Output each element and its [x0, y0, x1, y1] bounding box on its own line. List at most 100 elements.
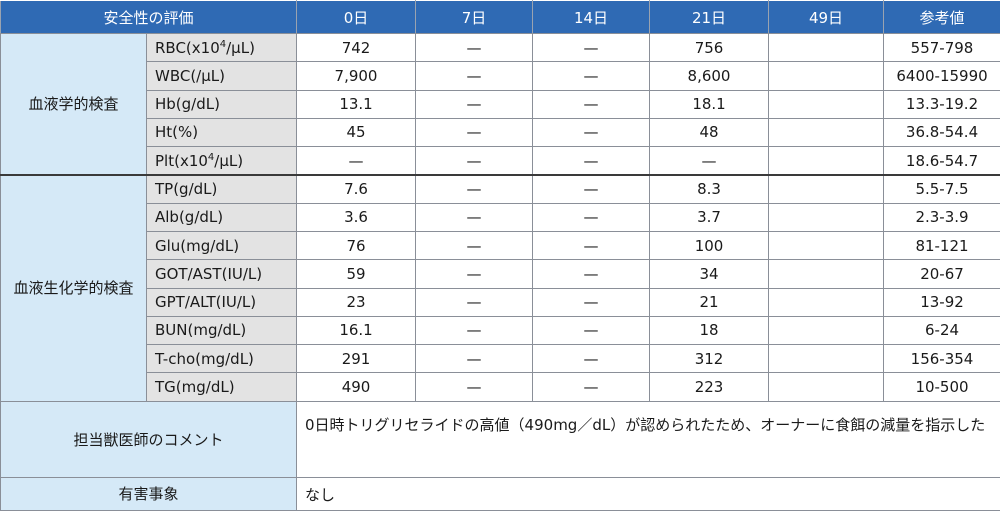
item-label: Alb(g/dL): [145, 202, 298, 232]
value-day-7: —: [415, 89, 534, 119]
value-day-49: [768, 89, 885, 119]
table-row: 血液生化学的検査 TP(g/dL) 7.6 — — 8.3 5.5-7.5: [0, 173, 1000, 402]
table-row: Ht(%) 45 — — 48 36.8-54.4: [1, 117, 1000, 148]
header-day-0: 0日: [296, 0, 417, 34]
table-row: Plt(x104/μL) — — — — 18.6-54.7: [1, 146, 1000, 176]
category-hematology: 血液学的検査: [0, 32, 147, 176]
value-day-21: 48: [649, 117, 770, 148]
value-reference: 2.3-3.9: [883, 202, 1000, 232]
table-row: BUN(mg/dL) 16.1 — — 18 6-24: [1, 315, 1000, 346]
adverse-events-text: なし: [296, 477, 1000, 511]
header-day-14: 14日: [532, 0, 651, 34]
item-label: BUN(mg/dL): [145, 315, 298, 346]
item-label: Ht(%): [145, 117, 298, 148]
value-day-21: 100: [649, 230, 770, 261]
value-reference: 36.8-54.4: [883, 117, 1000, 148]
value-day-7: —: [415, 61, 534, 91]
value-reference: 20-67: [883, 259, 1000, 289]
value-day-49: [768, 230, 885, 261]
value-day-0: 742: [296, 32, 417, 63]
value-day-0: 16.1: [296, 315, 417, 346]
value-day-7: —: [415, 287, 534, 317]
value-day-49: [768, 372, 885, 402]
value-reference: 13.3-19.2: [883, 89, 1000, 119]
value-day-21: 312: [649, 344, 770, 374]
adverse-events-label: 有害事象: [0, 477, 298, 511]
value-reference: 557-798: [883, 32, 1000, 63]
header-day-7: 7日: [415, 0, 534, 34]
value-day-0: —: [296, 146, 417, 176]
value-day-0: 45: [296, 117, 417, 148]
value-day-7: —: [415, 173, 534, 204]
value-day-49: [768, 287, 885, 317]
table-row: GOT/AST(IU/L) 59 — — 34 20-67: [1, 259, 1000, 289]
value-day-49: [768, 32, 885, 63]
item-label: RBC(x104/μL): [145, 32, 298, 63]
table-row: WBC(/μL) 7,900 — — 8,600 6400-15990: [1, 61, 1000, 91]
table-row: Glu(mg/dL) 76 — — 100 81-121: [1, 230, 1000, 261]
value-day-7: —: [415, 372, 534, 402]
value-day-14: —: [532, 230, 651, 261]
value-day-0: 7.6: [296, 173, 417, 204]
value-day-14: —: [532, 61, 651, 91]
value-day-7: —: [415, 259, 534, 289]
value-day-21: 223: [649, 372, 770, 402]
value-reference: 5.5-7.5: [883, 173, 1000, 204]
value-day-0: 59: [296, 259, 417, 289]
value-day-21: 3.7: [649, 202, 770, 232]
value-day-7: —: [415, 344, 534, 374]
value-day-7: —: [415, 230, 534, 261]
value-reference: 13-92: [883, 287, 1000, 317]
value-day-21: 18.1: [649, 89, 770, 119]
value-reference: 18.6-54.7: [883, 146, 1000, 176]
value-day-49: [768, 146, 885, 176]
value-day-14: —: [532, 146, 651, 176]
comment-row: 担当獣医師のコメント 0日時トリグリセライドの高値（490mg／dL）が認められ…: [0, 400, 1000, 479]
item-label: WBC(/μL): [145, 61, 298, 91]
value-day-14: —: [532, 287, 651, 317]
header-day-49: 49日: [768, 0, 885, 34]
item-label: T-cho(mg/dL): [145, 344, 298, 374]
value-day-14: —: [532, 89, 651, 119]
value-day-7: —: [415, 202, 534, 232]
value-day-7: —: [415, 32, 534, 63]
item-label: Plt(x104/μL): [145, 146, 298, 176]
value-day-0: 13.1: [296, 89, 417, 119]
table-row: 血液学的検査 RBC(x104/μL) 742 — — 756 557-798: [0, 32, 1000, 176]
value-day-49: [768, 117, 885, 148]
table-row: TG(mg/dL) 490 — — 223 10-500: [1, 372, 1000, 402]
item-label: Glu(mg/dL): [145, 230, 298, 261]
item-label: GOT/AST(IU/L): [145, 259, 298, 289]
header-reference: 参考値: [883, 0, 1000, 34]
value-day-7: —: [415, 146, 534, 176]
value-day-21: —: [649, 146, 770, 176]
value-day-0: 76: [296, 230, 417, 261]
value-day-14: —: [532, 372, 651, 402]
comment-text: 0日時トリグリセライドの高値（490mg／dL）が認められたため、オーナーに食餌…: [296, 400, 1000, 479]
item-label: TP(g/dL): [145, 173, 298, 204]
value-day-21: 8,600: [649, 61, 770, 91]
table-row: T-cho(mg/dL) 291 — — 312 156-354: [1, 344, 1000, 374]
value-day-49: [768, 315, 885, 346]
header-row: 安全性の評価 0日 7日 14日 21日 49日 参考値: [0, 0, 1000, 34]
value-day-49: [768, 173, 885, 204]
value-day-0: 3.6: [296, 202, 417, 232]
value-day-21: 34: [649, 259, 770, 289]
value-day-7: —: [415, 117, 534, 148]
comment-label: 担当獣医師のコメント: [0, 400, 298, 479]
value-day-7: —: [415, 315, 534, 346]
value-reference: 156-354: [883, 344, 1000, 374]
item-label: Hb(g/dL): [145, 89, 298, 119]
category-blood-biochemistry: 血液生化学的検査: [0, 173, 147, 402]
value-day-14: —: [532, 117, 651, 148]
header-safety-evaluation: 安全性の評価: [0, 0, 298, 34]
value-day-14: —: [532, 315, 651, 346]
value-reference: 81-121: [883, 230, 1000, 261]
value-day-21: 8.3: [649, 173, 770, 204]
table-row: Hb(g/dL) 13.1 — — 18.1 13.3-19.2: [1, 89, 1000, 119]
value-day-49: [768, 61, 885, 91]
value-day-0: 7,900: [296, 61, 417, 91]
value-day-14: —: [532, 344, 651, 374]
value-day-0: 291: [296, 344, 417, 374]
item-label: GPT/ALT(IU/L): [145, 287, 298, 317]
